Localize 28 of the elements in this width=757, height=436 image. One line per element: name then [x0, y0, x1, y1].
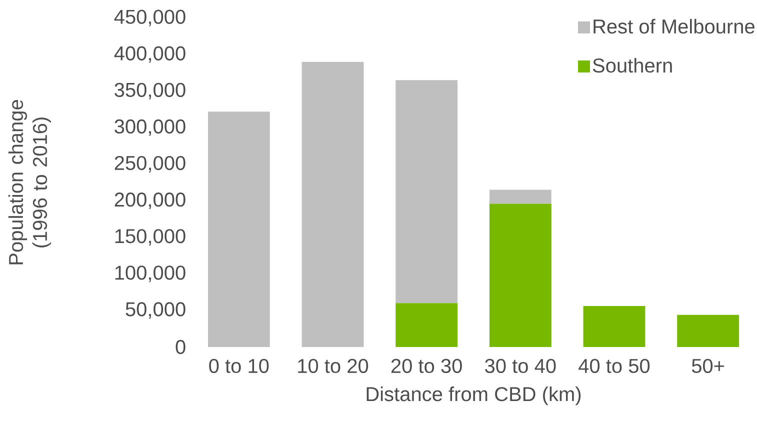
y-tick-label: 200,000: [114, 192, 186, 210]
x-tick-label: 0 to 10: [209, 358, 269, 374]
x-axis-title: Distance from CBD (km): [366, 386, 581, 406]
bar: [583, 306, 646, 347]
bar: [208, 112, 270, 347]
bar: [396, 303, 458, 347]
legend-label: Rest of Melbourne: [594, 18, 754, 34]
x-tick-label: 10 to 20: [298, 358, 368, 374]
x-tick-label: 40 to 50: [578, 358, 650, 374]
y-tick-label: 350,000: [114, 82, 186, 100]
y-tick-label: 150,000: [115, 229, 186, 246]
y-tick-label: 0: [176, 340, 186, 354]
bar: [302, 62, 364, 347]
y-tick-label: 300,000: [114, 119, 186, 136]
bar: [396, 80, 458, 304]
x-tick-label: 50+: [692, 358, 724, 374]
y-tick-label: 250,000: [114, 156, 186, 172]
bar: [489, 190, 552, 204]
y-axis-title: Population change (1996 to 2016): [8, 100, 52, 264]
y-tick-label: 450,000: [114, 10, 186, 26]
bar: [677, 314, 740, 347]
y-tick-label: 100,000: [115, 266, 186, 282]
bar: [489, 204, 552, 347]
x-tick-label: 20 to 30: [391, 358, 462, 374]
x-tick-label: 30 to 40: [485, 358, 556, 374]
legend-label: Southern: [592, 58, 672, 73]
y-tick-label: 400,000: [114, 46, 186, 63]
y-tick-label: 50,000: [126, 302, 186, 319]
